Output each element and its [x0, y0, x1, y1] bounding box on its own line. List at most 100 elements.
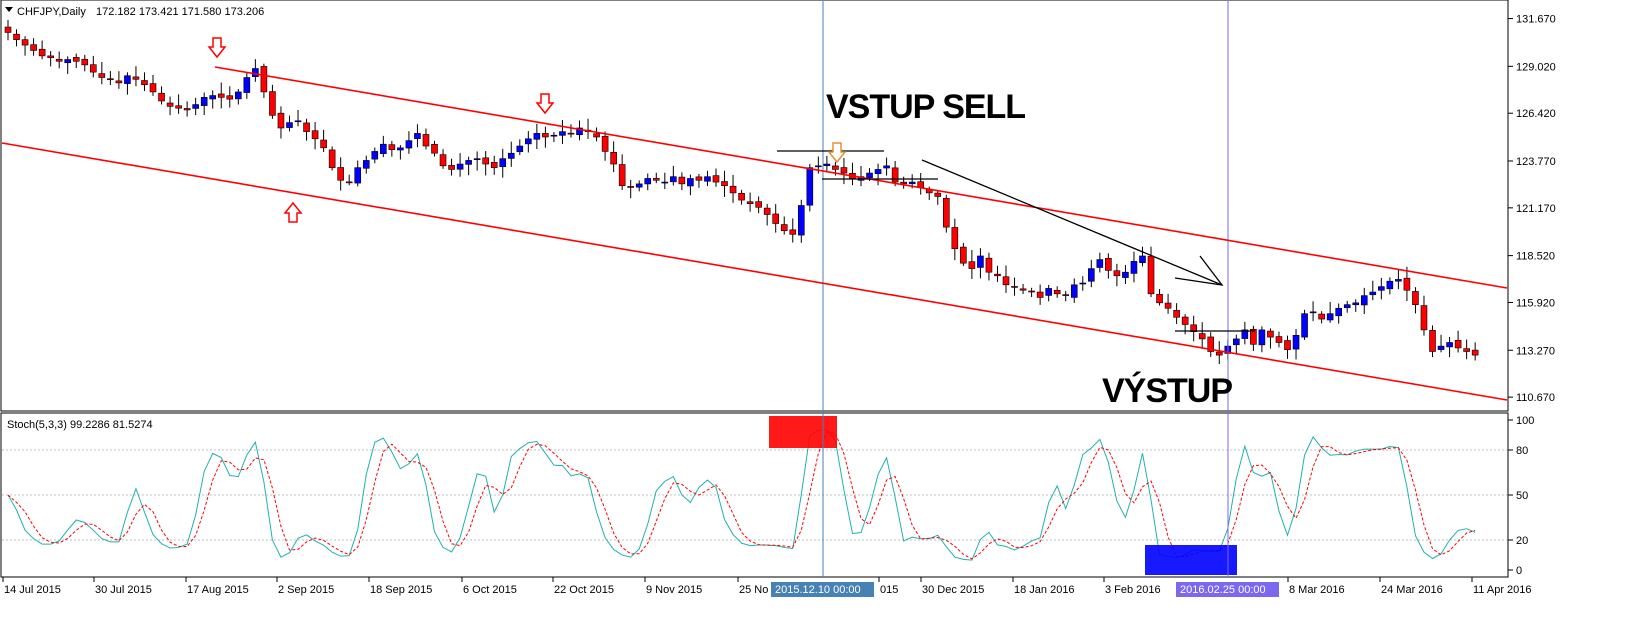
- candle-body: [397, 147, 404, 151]
- candle-body: [1207, 336, 1215, 352]
- candle-body: [55, 58, 63, 62]
- time-tick-label: 8 Mar 2016: [1289, 584, 1345, 596]
- candle-body: [1360, 295, 1368, 306]
- arrow-down-icon: [207, 37, 227, 59]
- candle-body: [1369, 291, 1377, 296]
- candle-body: [755, 201, 762, 208]
- candle-body: [90, 64, 97, 73]
- candle-body: [21, 39, 29, 46]
- candle-body: [797, 205, 805, 236]
- vline-time-tag-label: 2016.02.25 00:00: [1180, 584, 1266, 596]
- candle-body: [1386, 280, 1394, 290]
- candle-body: [132, 76, 140, 80]
- arrow-down-icon: [535, 93, 555, 115]
- collapse-triangle-icon[interactable]: [5, 7, 13, 12]
- price-tick-label: 110.670: [1516, 392, 1555, 404]
- candle-body: [1437, 345, 1445, 350]
- time-tick-label: 9 Nov 2015: [646, 584, 702, 596]
- candle-body: [533, 133, 541, 140]
- candle-body: [124, 75, 131, 84]
- candle-body: [448, 165, 455, 170]
- candle-body: [490, 162, 498, 168]
- candle-body: [1326, 313, 1334, 321]
- stoch-main-line: [7, 429, 1476, 561]
- candle-body: [695, 176, 703, 181]
- time-tick-label: 18 Jan 2016: [1014, 584, 1075, 596]
- candle-body: [217, 93, 225, 98]
- candle-body: [1156, 293, 1163, 304]
- candle-body: [1403, 277, 1411, 291]
- price-tick-label: 118.520: [1516, 251, 1555, 263]
- candle-body: [1036, 291, 1044, 298]
- candle-body: [840, 167, 848, 174]
- chart-ohlc: 172.182 173.421 171.580 173.206: [96, 6, 264, 18]
- candle-body: [482, 157, 489, 165]
- candle-body: [345, 181, 353, 184]
- candle-body: [362, 160, 370, 169]
- candle-body: [354, 167, 362, 184]
- time-tick-label: 2 Sep 2015: [278, 584, 334, 596]
- candle-body: [815, 165, 822, 168]
- candle-body: [414, 133, 421, 139]
- price-tick-label: 129.020: [1516, 61, 1556, 73]
- candle-body: [627, 186, 634, 188]
- candle-body: [158, 92, 165, 102]
- time-tick-label: 24 Mar 2016: [1381, 584, 1443, 596]
- candle-body: [320, 139, 327, 149]
- candle-body: [934, 192, 942, 197]
- candle-body: [1454, 340, 1462, 349]
- candle-body: [269, 91, 276, 116]
- candle-body: [1378, 286, 1385, 291]
- candle-body: [1198, 333, 1206, 340]
- candle-body: [1267, 330, 1274, 338]
- candle-body: [1053, 290, 1061, 295]
- time-tick-label: 22 Oct 2015: [554, 584, 614, 596]
- candle-body: [900, 181, 907, 185]
- candle-body: [30, 44, 37, 51]
- candle-body: [277, 112, 285, 129]
- candle-body: [243, 77, 251, 93]
- candle-body: [738, 192, 745, 201]
- candle-body: [985, 257, 993, 273]
- time-axis: 14 Jul 2015 30 Jul 2015 17 Aug 2015 2 Sep 2…: [2, 577, 1532, 597]
- candle-body: [763, 207, 771, 215]
- candle-body: [1250, 328, 1257, 345]
- time-tick-label: 30 Jul 2015: [95, 584, 152, 596]
- candle-body: [380, 143, 387, 154]
- candle-body: [439, 154, 447, 167]
- candle-body: [1292, 334, 1300, 350]
- candle-body: [1028, 290, 1035, 293]
- candle-body: [1446, 342, 1453, 348]
- candle-body: [226, 95, 234, 100]
- candle-body: [652, 178, 660, 181]
- candle-body: [507, 152, 515, 159]
- candle-body: [1002, 276, 1010, 286]
- candle-body: [891, 167, 899, 183]
- candle-body: [1105, 258, 1112, 271]
- candle-body: [311, 130, 319, 140]
- candle-body: [166, 102, 174, 107]
- time-tick-label: 6 Oct 2015: [463, 584, 517, 596]
- time-tick-label: 3 Feb 2016: [1105, 584, 1161, 596]
- channel-lower-line: [1, 142, 1508, 401]
- candle-body: [252, 68, 259, 77]
- candle-body: [977, 255, 984, 268]
- candle-body: [525, 138, 532, 145]
- candle-body: [38, 48, 46, 57]
- candle-body: [1233, 338, 1240, 346]
- entry-label: VSTUP SELL: [826, 88, 1025, 126]
- candle-body: [908, 181, 916, 185]
- candle-body: [72, 57, 80, 62]
- candle-body: [721, 181, 728, 186]
- candle-body: [567, 132, 575, 135]
- candle-body: [1335, 307, 1342, 317]
- candle-body: [1318, 313, 1325, 320]
- candle-body: [431, 143, 438, 154]
- candle-body: [601, 135, 609, 152]
- candle-body: [13, 33, 20, 40]
- candle-body: [388, 144, 396, 150]
- candle-body: [422, 134, 430, 147]
- candle-body: [1429, 330, 1436, 352]
- price-tick-label: 113.270: [1516, 345, 1555, 357]
